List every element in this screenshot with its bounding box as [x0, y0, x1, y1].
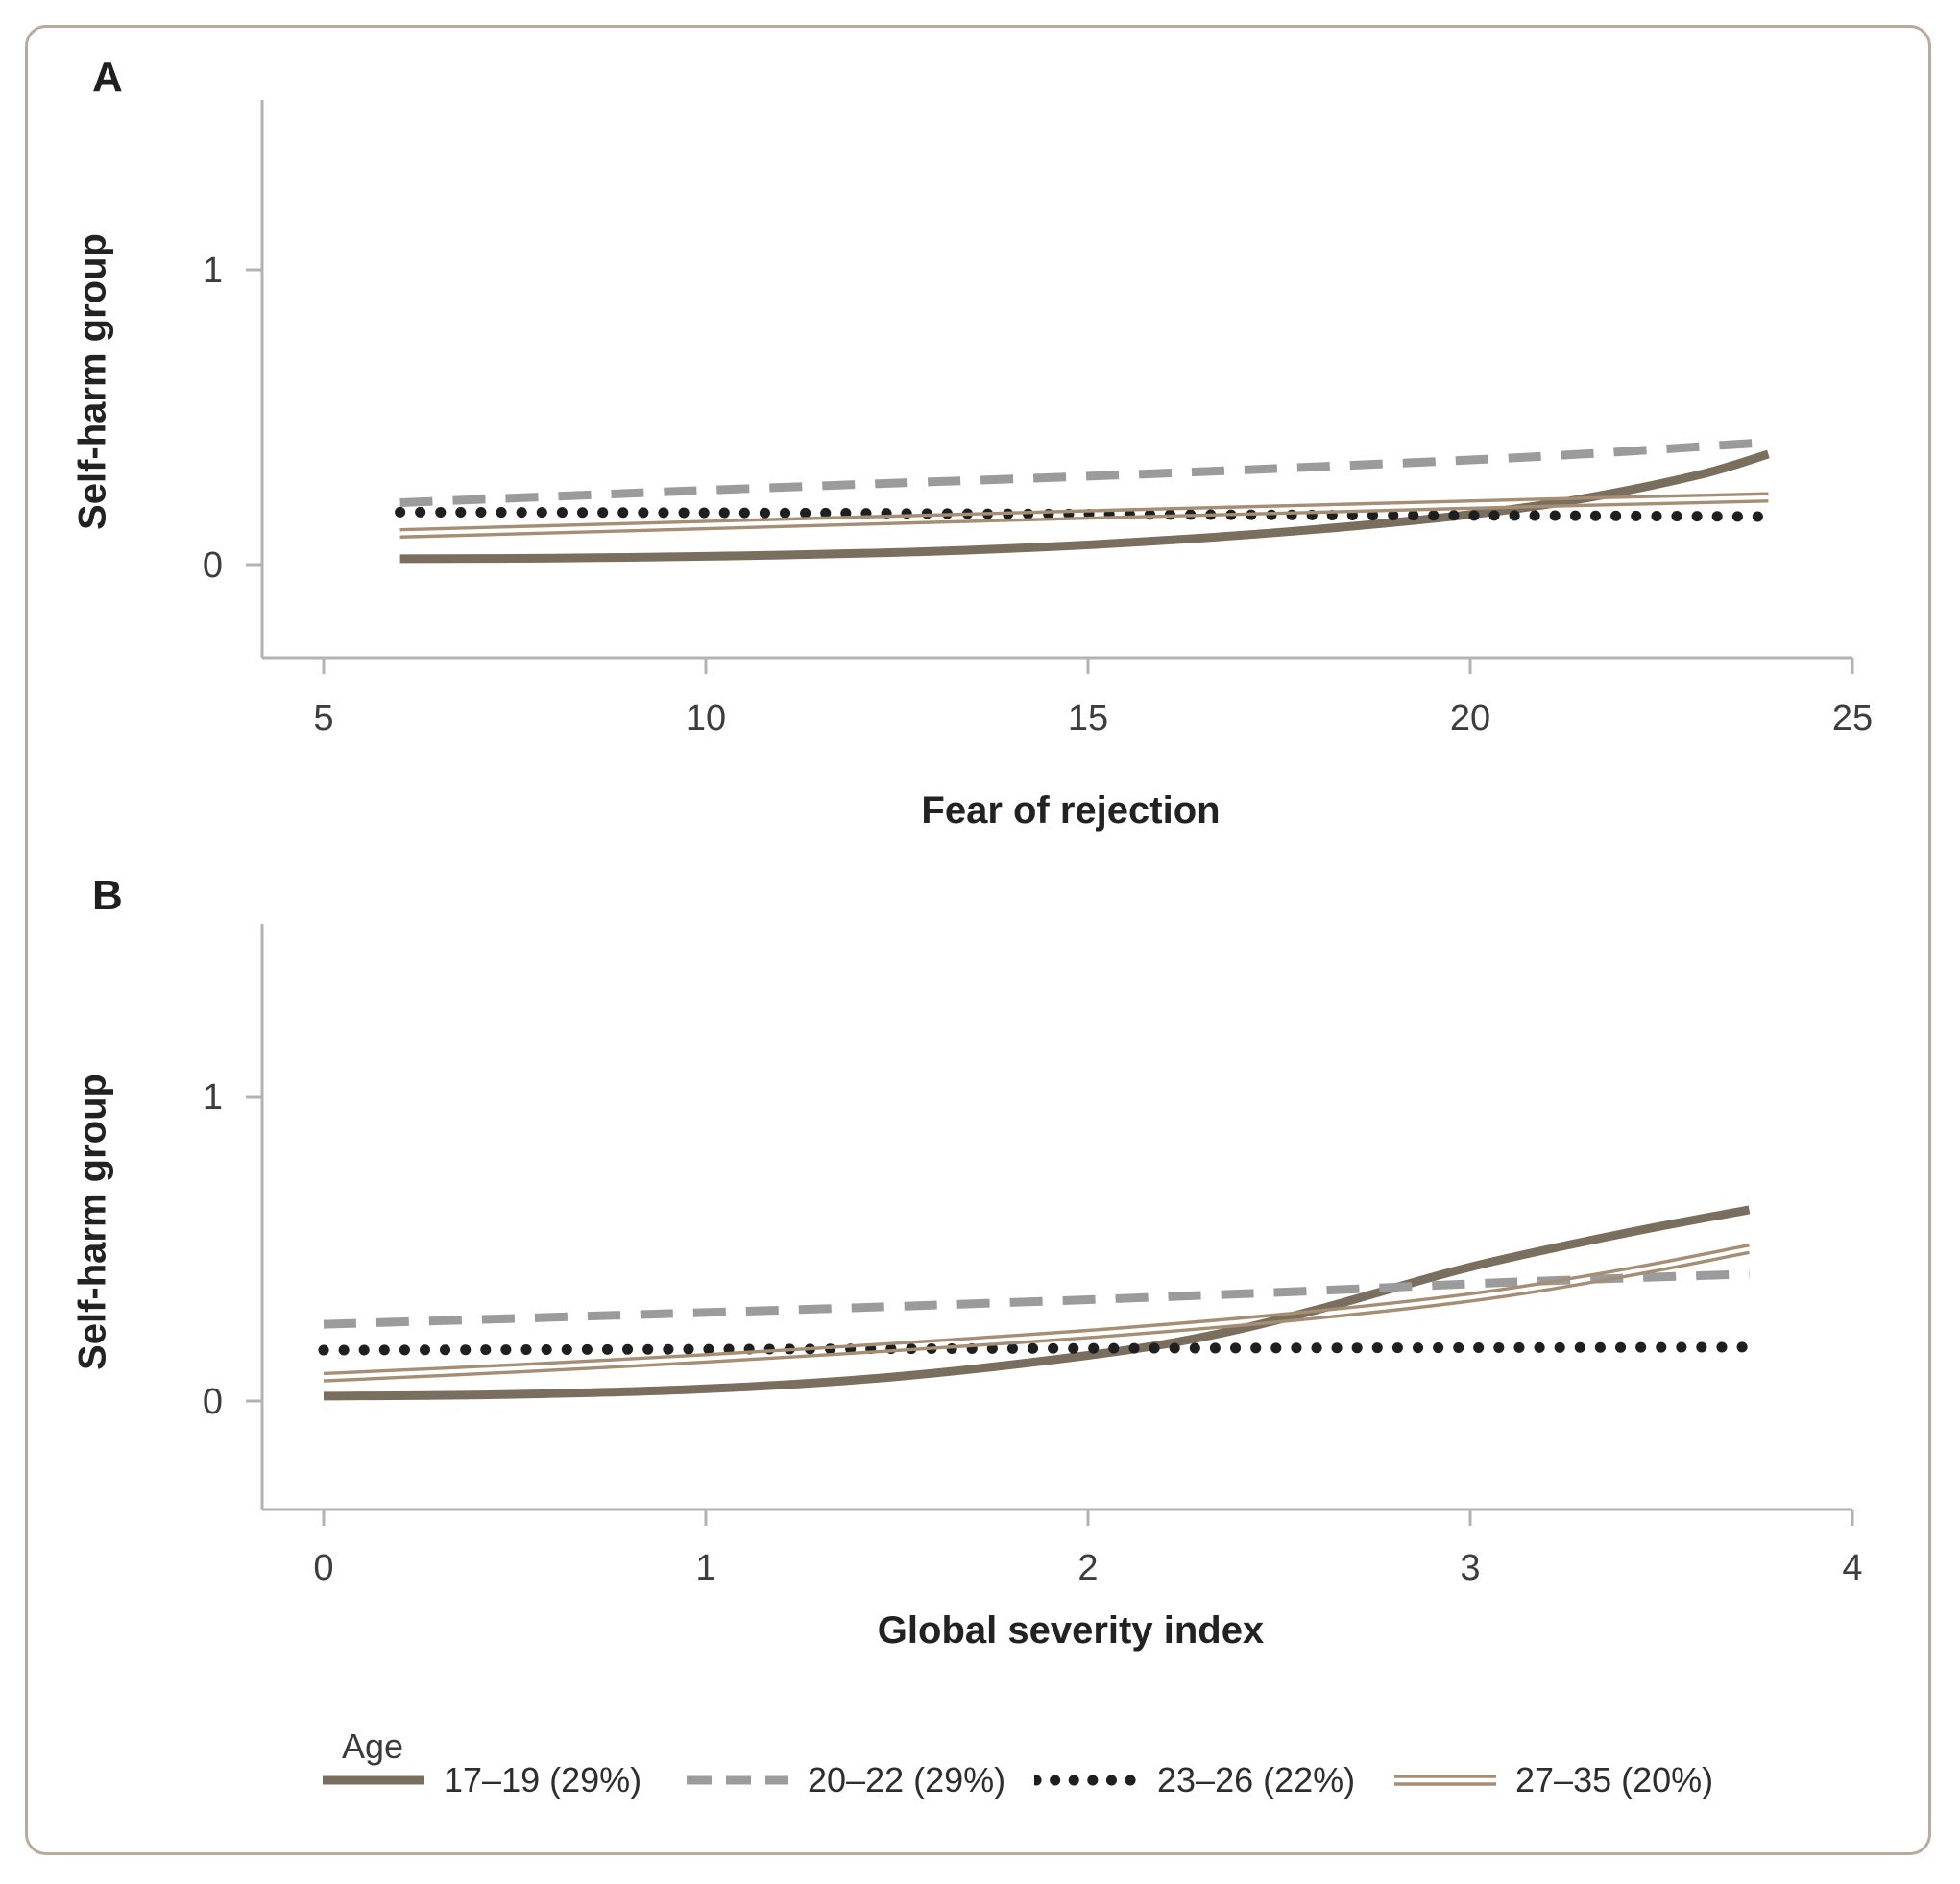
x-tick-label: 10: [686, 698, 726, 738]
legend-item-label: 20–22 (29%): [808, 1760, 1006, 1799]
legend-item-label: 23–26 (22%): [1157, 1760, 1356, 1799]
x-tick-label: 25: [1832, 698, 1873, 738]
legend: 17–19 (29%) 20–22 (29%) 23–26 (22%) 27–35 (…: [0, 1755, 1960, 1805]
legend-swatch-dotted-icon: [1034, 1775, 1140, 1786]
panel-a-x-axis-title: Fear of rejection: [921, 789, 1221, 832]
panel-b-letter: B: [92, 872, 123, 919]
legend-title: Age: [342, 1727, 404, 1766]
y-tick-label: 1: [203, 1077, 223, 1118]
x-tick-label: 3: [1460, 1548, 1480, 1588]
legend-item-3: 23–26 (22%): [1034, 1755, 1355, 1805]
panel-a-y-axis-title: Self-harm group: [71, 233, 114, 530]
y-tick-label: 1: [203, 251, 223, 291]
legend-swatch-dashed-icon: [687, 1775, 788, 1785]
legend-item-label: 27–35 (20%): [1515, 1760, 1714, 1799]
x-tick-label: 0: [313, 1548, 333, 1588]
series-a-double-upper: [399, 492, 1769, 532]
legend-swatch-double-icon: [1394, 1775, 1496, 1786]
legend-item-1: 17–19 (29%): [321, 1755, 641, 1805]
x-tick-label: 2: [1077, 1548, 1098, 1588]
series-b-dotted: [318, 1341, 1754, 1356]
series-b-double-upper: [323, 1244, 1750, 1376]
legend-item-4: 27–35 (20%): [1392, 1755, 1713, 1805]
panel-b-x-axis-title: Global severity index: [877, 1609, 1265, 1652]
x-tick-label: 20: [1450, 698, 1490, 738]
y-tick-label: 0: [203, 545, 223, 586]
legend-item-2: 20–22 (29%): [685, 1755, 1005, 1805]
x-tick-label: 1: [695, 1548, 715, 1588]
x-tick-label: 5: [313, 698, 333, 738]
series-b-double-lower: [323, 1250, 1750, 1383]
legend-swatch-solid-thick-icon: [323, 1775, 424, 1785]
legend-item-label: 17–19 (29%): [444, 1760, 642, 1799]
series-a-dotted: [395, 506, 1774, 522]
series-b-solid-thick: [323, 1205, 1751, 1401]
y-tick-label: 0: [203, 1382, 223, 1422]
series-a-dashed: [399, 438, 1769, 508]
series-a-double-lower: [399, 499, 1769, 539]
panel-b-y-axis-title: Self-harm group: [71, 1074, 114, 1370]
panel-a-letter: A: [92, 54, 123, 101]
x-tick-label: 15: [1068, 698, 1108, 738]
series-b-dashed: [323, 1269, 1750, 1329]
x-tick-label: 4: [1842, 1548, 1862, 1588]
